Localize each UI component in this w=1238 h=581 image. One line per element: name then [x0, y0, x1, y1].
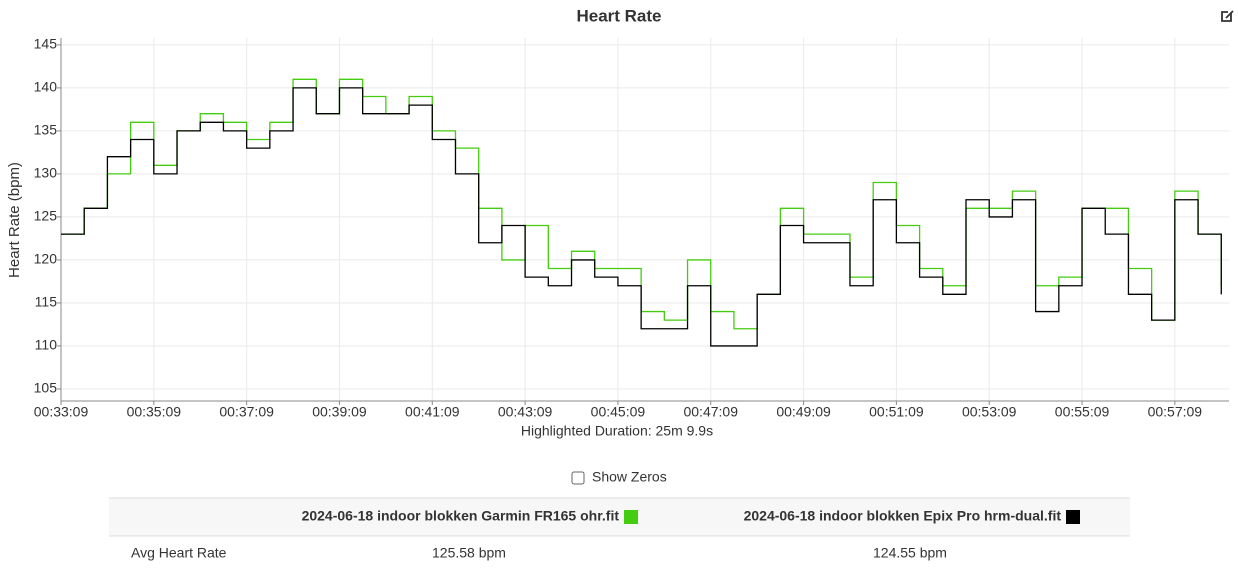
show-zeros-checkbox[interactable] [571, 471, 585, 485]
table-cell: 124.55 bpm [873, 545, 947, 561]
y-tick-label: 130 [34, 165, 58, 181]
x-tick-label: 00:39:09 [312, 404, 367, 420]
x-tick-label: 00:47:09 [683, 404, 738, 420]
table-header: 2024-06-18 indoor blokken Epix Pro hrm-d… [744, 508, 1062, 524]
table-cell: Avg Heart Rate [131, 545, 227, 561]
edit-icon-box[interactable] [1221, 11, 1232, 22]
y-tick-label: 105 [34, 380, 58, 396]
y-tick-label: 140 [34, 79, 58, 95]
y-tick-label: 145 [34, 36, 58, 52]
table-cell: 125.58 bpm [432, 545, 506, 561]
x-tick-label: 00:57:09 [1148, 404, 1203, 420]
chart-title: Heart Rate [576, 6, 661, 25]
x-tick-label: 00:35:09 [127, 404, 182, 420]
x-axis-note: Highlighted Duration: 25m 9.9s [521, 423, 713, 439]
legend-swatch [624, 510, 638, 524]
x-tick-label: 00:55:09 [1055, 404, 1110, 420]
x-tick-label: 00:37:09 [219, 404, 274, 420]
x-tick-label: 00:43:09 [498, 404, 553, 420]
y-tick-label: 125 [34, 208, 58, 224]
edit-icon-pen[interactable] [1225, 10, 1234, 19]
x-tick-label: 00:53:09 [962, 404, 1017, 420]
y-axis-label: Heart Rate (bpm) [6, 162, 23, 278]
show-zeros-label[interactable]: Show Zeros [592, 469, 667, 485]
y-tick-label: 115 [35, 294, 58, 310]
y-tick-label: 110 [35, 337, 58, 353]
table-header-bg [109, 498, 1130, 536]
edit-icon[interactable] [1221, 10, 1234, 22]
table-header: 2024-06-18 indoor blokken Garmin FR165 o… [302, 508, 620, 524]
x-tick-label: 00:45:09 [591, 404, 646, 420]
legend-swatch [1066, 510, 1080, 524]
x-tick-label: 00:51:09 [869, 404, 924, 420]
series-line [61, 87, 1222, 347]
x-tick-label: 00:33:09 [34, 404, 89, 420]
y-tick-label: 135 [34, 122, 58, 138]
x-tick-label: 00:41:09 [405, 404, 460, 420]
x-tick-label: 00:49:09 [776, 404, 831, 420]
y-tick-label: 120 [34, 251, 58, 267]
